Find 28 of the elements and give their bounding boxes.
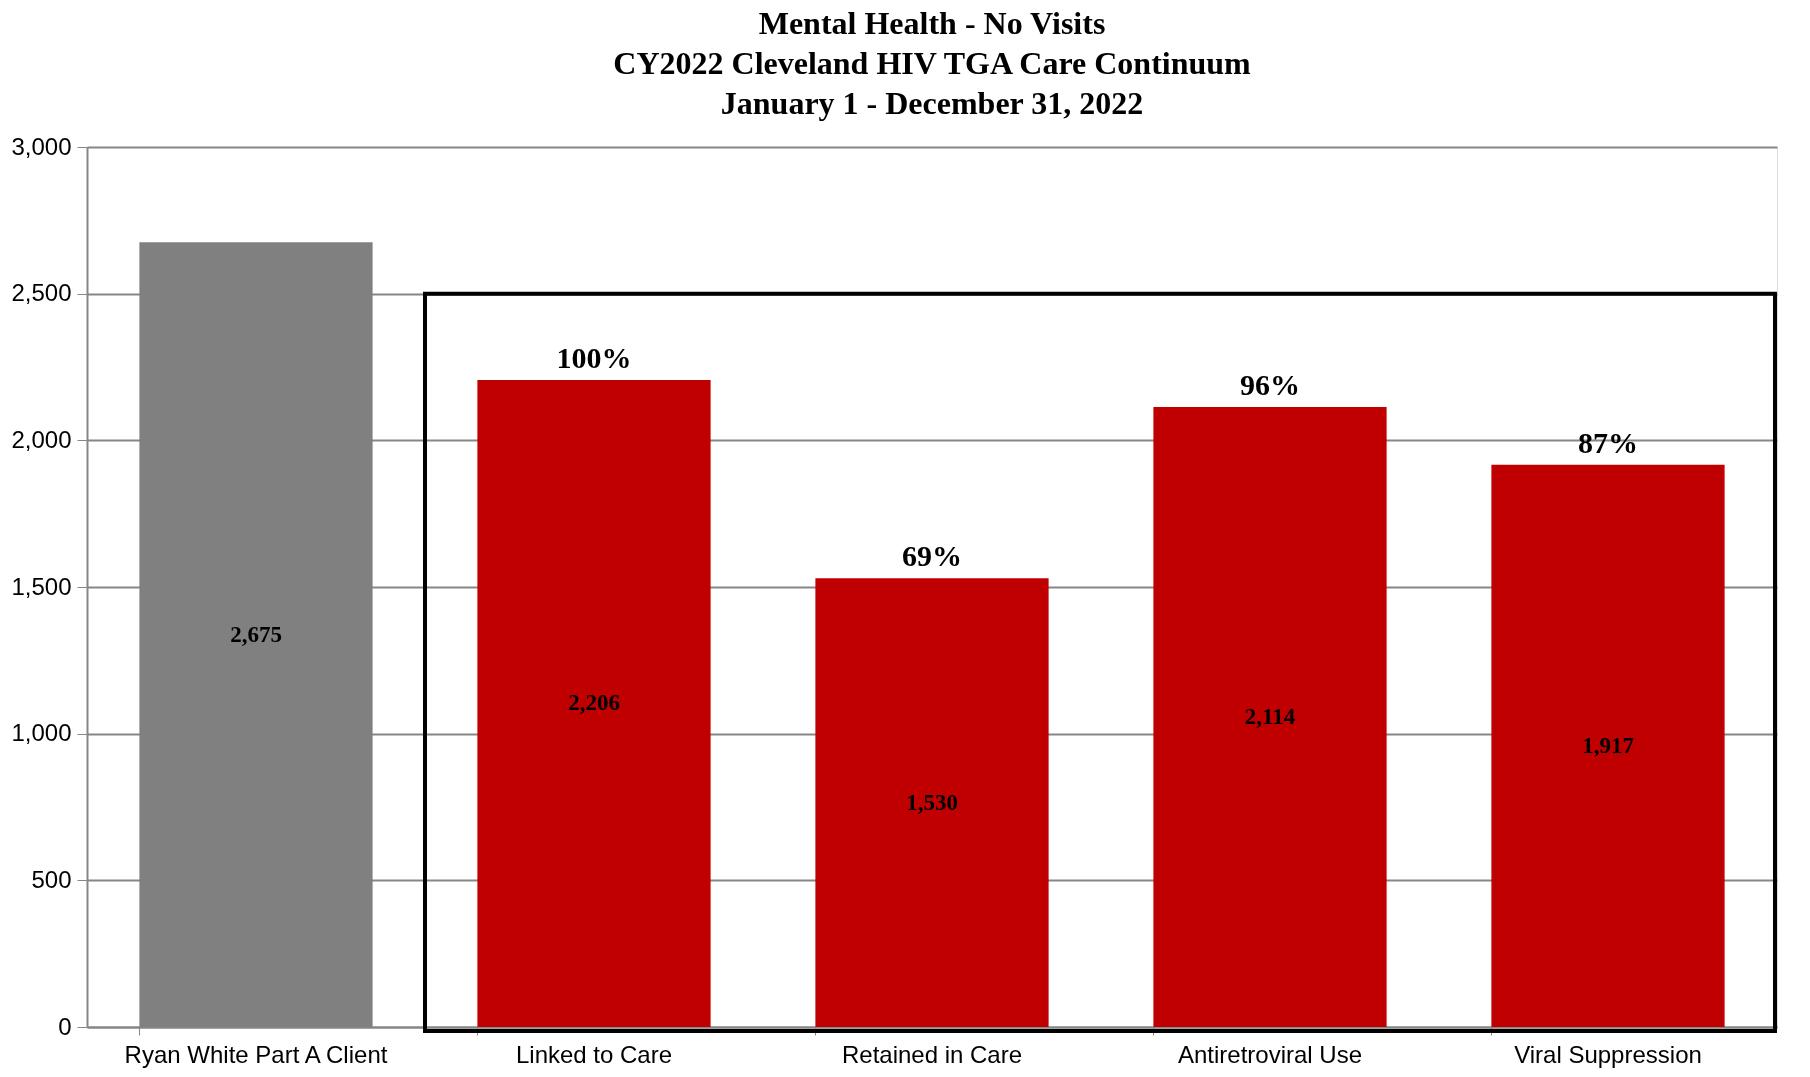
- text: Mental Health - No Visits: [758, 5, 1106, 41]
- annotation: 87%: [1578, 425, 1638, 459]
- data-label: 1,530: [906, 789, 958, 815]
- text: January 1 - December 31, 2022: [720, 85, 1144, 121]
- x-tick-label: Antiretroviral Use: [1177, 1040, 1363, 1068]
- y-tick-label: 0: [58, 1012, 72, 1040]
- bar: [477, 379, 711, 1027]
- x-tick-label: Retained in Care: [841, 1040, 1023, 1068]
- bar: [815, 578, 1049, 1027]
- bar: [1153, 406, 1387, 1027]
- data-label: 2,114: [1244, 703, 1296, 729]
- annotation: 69%: [902, 539, 962, 573]
- text: CY2022 Cleveland HIV TGA Care Continuum: [613, 45, 1251, 81]
- y-tick-label: 3,000: [11, 132, 72, 160]
- y-tick-label: 500: [31, 865, 72, 893]
- x-tick-label: Ryan White Part A Client: [124, 1040, 388, 1068]
- y-tick-label: 2,500: [11, 279, 72, 307]
- x-tick-label: Linked to Care: [515, 1040, 673, 1068]
- data-label: 2,675: [230, 621, 282, 647]
- data-label: 2,206: [568, 690, 620, 716]
- x-tick-label: Viral Suppression: [1514, 1040, 1702, 1068]
- bar: [1491, 464, 1725, 1027]
- y-tick-label: 2,000: [11, 425, 72, 453]
- annotation: 96%: [1240, 367, 1300, 401]
- data-label: 1,917: [1582, 732, 1634, 758]
- annotation: 100%: [556, 340, 632, 374]
- y-tick-label: 1,500: [11, 572, 72, 600]
- y-tick-label: 1,000: [11, 719, 72, 747]
